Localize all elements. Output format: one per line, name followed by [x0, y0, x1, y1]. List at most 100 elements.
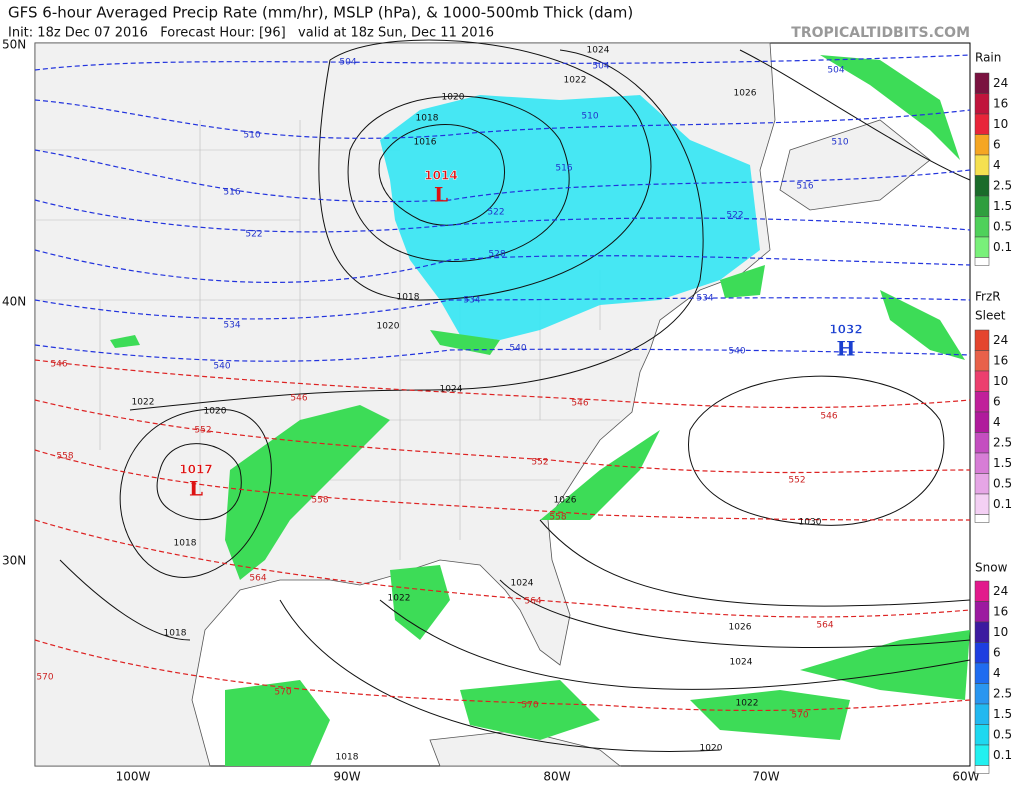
legend-level: 2.5: [993, 435, 1012, 449]
legend-level: 16: [993, 353, 1008, 367]
thickness-label: 510: [581, 112, 598, 122]
legend-swatch: [974, 370, 990, 392]
thickness-label: 546: [571, 399, 588, 409]
center-pressure: 1032: [829, 323, 862, 337]
isobar-label: 1020: [442, 93, 465, 103]
thickness-label: 564: [249, 574, 266, 584]
legend-swatch: [974, 113, 990, 135]
thickness-label: 558: [311, 496, 328, 506]
legend-level: 0.1: [993, 497, 1012, 511]
thickness-label: 522: [726, 211, 743, 221]
lon-label: 90W: [333, 770, 360, 784]
thickness-label: 522: [245, 230, 262, 240]
isobar-label: 1024: [511, 579, 534, 589]
canada-maritimes: [779, 119, 931, 211]
isobar-label: 1026: [729, 623, 752, 633]
legend-title: FrzR: [975, 290, 1001, 304]
lon-label: 100W: [116, 770, 151, 784]
isobar-label: 1016: [414, 138, 437, 148]
legend-level: 1.5: [993, 707, 1012, 721]
legend-swatch: [974, 493, 990, 515]
thickness-label: 504: [827, 66, 844, 76]
isobar-label: 1022: [388, 594, 411, 604]
legend-level: 0.5: [993, 476, 1012, 490]
thickness-label: 558: [549, 513, 566, 523]
thickness-label: 558: [56, 452, 73, 462]
thickness-label: 534: [223, 321, 240, 331]
thickness-label: 570: [36, 673, 53, 683]
isobar-label: 1024: [587, 46, 610, 56]
legend-swatch: [974, 621, 990, 643]
isobar-label: 1020: [700, 744, 723, 754]
thickness-label: 534: [463, 296, 480, 306]
legend-level: 10: [993, 374, 1008, 388]
legend-swatch: [974, 683, 990, 705]
thickness-label: 570: [521, 701, 538, 711]
legend-level: 16: [993, 604, 1008, 618]
legend-level: 0.5: [993, 219, 1012, 233]
thickness-label: 552: [788, 476, 805, 486]
legend-level: 2.5: [993, 178, 1012, 192]
thickness-warm: [34, 359, 971, 712]
legend-swatch: [974, 195, 990, 217]
legend-swatch: [974, 72, 990, 94]
isobar-label: 1024: [730, 658, 753, 668]
legend-level: 6: [993, 645, 1001, 659]
legend-level: 4: [993, 158, 1001, 172]
legend-level: 10: [993, 117, 1008, 131]
legend-swatch: [974, 350, 990, 372]
lon-label: 70W: [752, 770, 779, 784]
legend-level: 4: [993, 666, 1001, 680]
legend-swatch: [974, 257, 990, 266]
rain-areas: [110, 55, 970, 766]
legend-swatch: [974, 473, 990, 495]
legend-swatch: [974, 154, 990, 176]
legend-level: 4: [993, 415, 1001, 429]
thickness-label: 510: [243, 131, 260, 141]
legend-swatch: [974, 642, 990, 664]
legend-swatch: [974, 724, 990, 746]
legend-level: 6: [993, 394, 1001, 408]
legend-swatch: [974, 236, 990, 258]
thickness-label: 504: [339, 58, 356, 68]
thickness-label: 570: [274, 688, 291, 698]
legend-title: Snow: [975, 561, 1008, 575]
isobar-label: 1018: [397, 293, 420, 303]
legend-swatch: [974, 514, 990, 523]
thickness-label: 552: [531, 458, 548, 468]
thickness-label: 552: [194, 426, 211, 436]
isobars: [59, 39, 971, 752]
legend-swatch: [974, 411, 990, 433]
source: TROPICALTIDBITS.COM: [791, 25, 970, 41]
legend-swatch: [974, 452, 990, 474]
isobar-label: 1022: [132, 398, 155, 408]
isobar-label: 1020: [377, 322, 400, 332]
legend-level: 1.5: [993, 199, 1012, 213]
thickness-label: 540: [213, 362, 230, 372]
legend-swatch: [974, 765, 990, 774]
legend-level: 24: [993, 76, 1008, 90]
thickness-label: 504: [592, 62, 609, 72]
isobar-label: 1018: [164, 629, 187, 639]
legend-level: 24: [993, 333, 1008, 347]
isobar-label: 1020: [204, 407, 227, 417]
thickness-label: 534: [696, 294, 713, 304]
legend-swatch: [974, 175, 990, 197]
thickness-cold: [34, 54, 971, 362]
isobar-label: 1030: [799, 518, 822, 528]
lon-label: 60W: [952, 770, 979, 784]
legend-level: 10: [993, 625, 1008, 639]
isobar-label: 1022: [736, 699, 759, 709]
isobar-label: 1018: [174, 539, 197, 549]
legend-level: 6: [993, 137, 1001, 151]
thickness-label: 564: [816, 621, 833, 631]
thickness-label: 516: [223, 188, 240, 198]
thickness-label: 564: [524, 597, 541, 607]
lat-label: 50N: [2, 38, 26, 52]
thickness-label: 546: [290, 394, 307, 404]
lat-label: 40N: [2, 295, 26, 309]
legend-swatch: [974, 134, 990, 156]
isobar-label: 1024: [440, 385, 463, 395]
isobar-label: 1018: [336, 753, 359, 763]
